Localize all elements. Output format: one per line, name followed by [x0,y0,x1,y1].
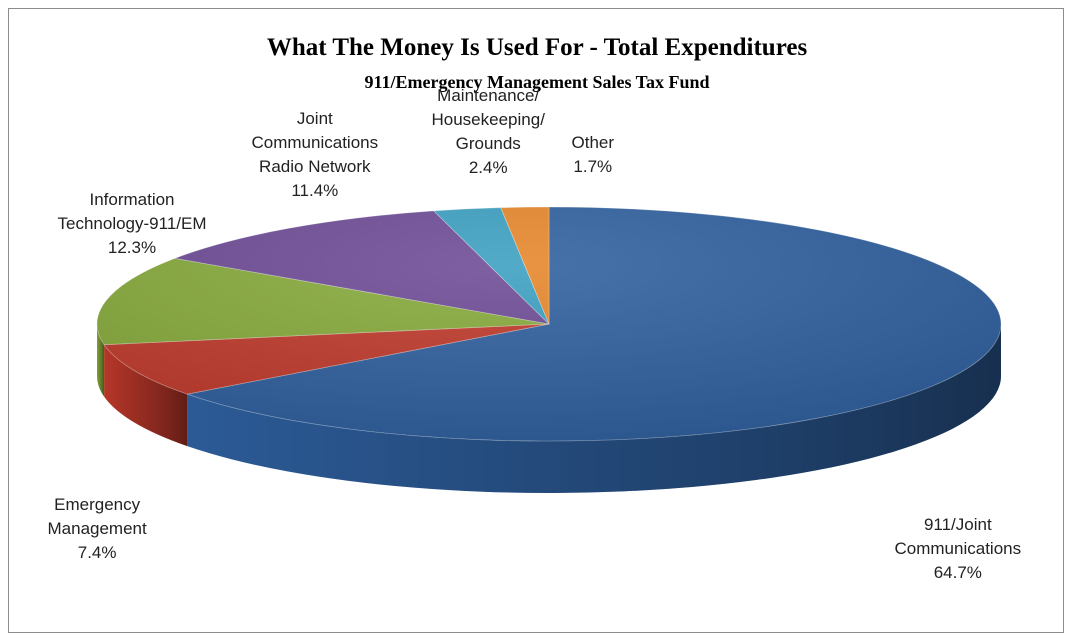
slice-value: 1.7% [573,157,613,176]
slice-label-911-joint-communications: 911/Joint Communications 64.7% [895,513,1022,585]
slice-value: 11.4% [291,181,339,200]
label-line: Maintenance/ [437,86,540,105]
label-line: Communications [894,539,1022,558]
slice-side-shade-0 [187,324,1002,493]
label-line: Emergency [54,495,141,514]
slice-value: 12.3% [107,238,157,257]
label-line: Communications [251,133,379,152]
label-line: 911/Joint [923,515,992,534]
slice-value: 7.4% [77,543,117,562]
label-line: Grounds [455,134,521,153]
slice-value: 2.4% [468,158,508,177]
chart-subtitle: 911/Emergency Management Sales Tax Fund [364,72,710,92]
slice-label-other: Other 1.7% [572,131,615,179]
label-line: Other [571,133,615,152]
slice-label-information-technology: Information Technology-911/EM 12.3% [58,188,207,260]
label-line: Management [47,519,147,538]
slice-label-emergency-management: Emergency Management 7.4% [48,493,147,565]
label-line: Information [89,190,175,209]
label-line: Housekeeping/ [431,110,545,129]
label-line: Technology-911/EM [57,214,207,233]
label-line: Radio Network [259,157,371,176]
chart-title: What The Money Is Used For - Total Expen… [266,34,808,61]
slice-value: 64.7% [933,563,982,582]
slice-label-joint-communications-radio-network: Joint Communications Radio Network 11.4% [252,107,379,203]
label-line: Joint [296,109,333,128]
slice-label-maintenance: Maintenance/ Housekeeping/ Grounds 2.4% [432,84,545,180]
